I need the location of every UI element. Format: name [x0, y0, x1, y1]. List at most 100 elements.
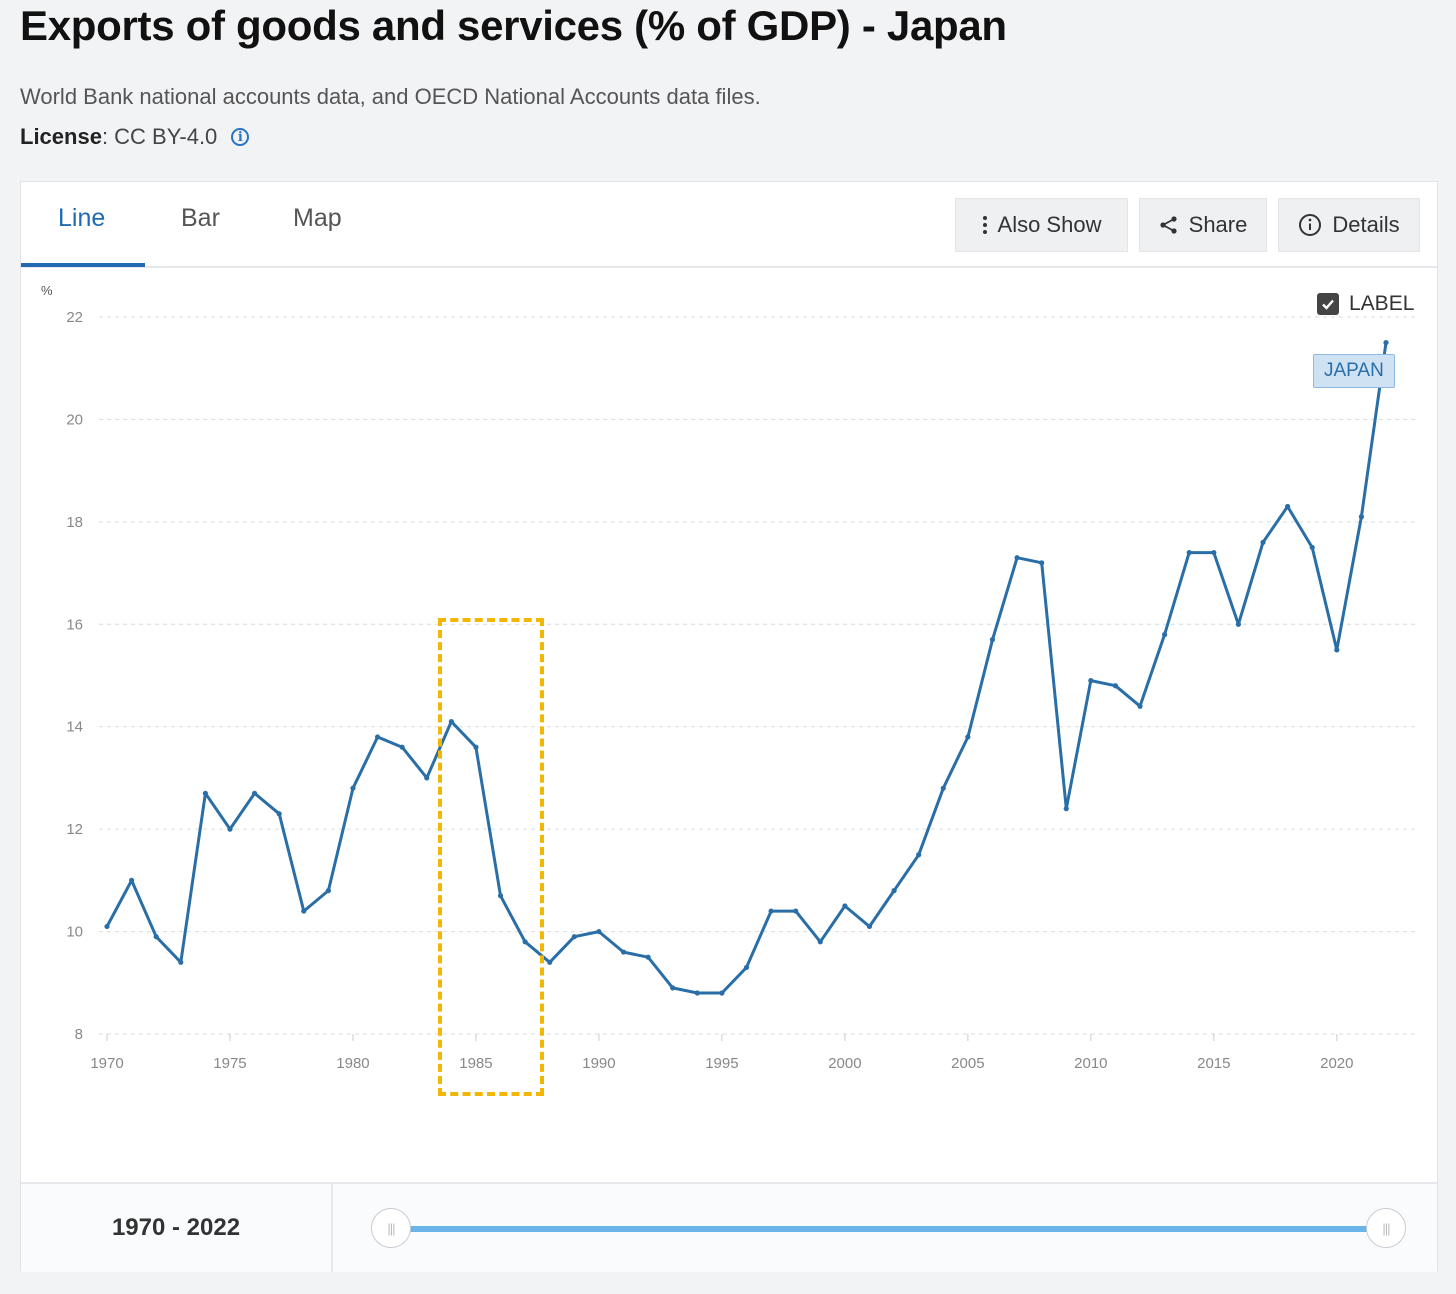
- data-point: [448, 718, 454, 725]
- data-point: [473, 744, 479, 750]
- y-tick-label: 16: [66, 616, 83, 633]
- data-point: [104, 923, 110, 930]
- data-point: [1039, 560, 1045, 566]
- also-show-label: Also Show: [997, 212, 1102, 237]
- share-button[interactable]: Share: [1139, 198, 1267, 252]
- data-point: [1334, 647, 1340, 653]
- y-tick-label: 12: [66, 821, 83, 838]
- x-tick-label: 2020: [1320, 1055, 1353, 1072]
- y-tick-label: 14: [66, 719, 83, 736]
- highlight-box: [438, 618, 544, 1096]
- x-tick-label: 1980: [336, 1055, 369, 1072]
- tab-bar[interactable]: Bar: [181, 204, 220, 232]
- also-show-button[interactable]: Also Show: [955, 198, 1128, 252]
- data-point: [817, 939, 823, 945]
- data-point: [694, 990, 700, 996]
- data-point: [153, 934, 159, 940]
- data-point: [1112, 683, 1119, 689]
- range-slider-start-handle[interactable]: |||: [371, 1208, 411, 1248]
- chart-card: Line Bar Map Also Show Share: [20, 181, 1438, 1272]
- data-point: [916, 852, 922, 858]
- data-point: [1285, 503, 1291, 510]
- data-point: [1383, 340, 1389, 346]
- data-point: [768, 908, 774, 914]
- data-point: [1235, 621, 1242, 627]
- data-point: [424, 775, 430, 781]
- tab-line[interactable]: Line: [58, 204, 106, 232]
- data-point: [620, 949, 627, 955]
- data-point: [276, 811, 282, 817]
- data-point: [645, 954, 651, 960]
- label-toggle-text: LABEL: [1349, 292, 1415, 315]
- data-point: [1211, 549, 1217, 556]
- data-point: [989, 637, 996, 643]
- label-toggle[interactable]: LABEL: [1317, 292, 1414, 316]
- data-point: [866, 923, 873, 930]
- range-footer: 1970 - 2022 ||| |||: [21, 1182, 1437, 1272]
- y-axis-unit: %: [41, 283, 53, 298]
- license-label: License: [20, 124, 102, 149]
- data-point: [596, 928, 602, 935]
- y-tick-label: 10: [66, 924, 83, 941]
- tab-map[interactable]: Map: [293, 204, 342, 232]
- data-point: [1186, 549, 1192, 556]
- x-tick-label: 2005: [951, 1055, 984, 1072]
- data-point: [350, 785, 356, 791]
- license-line: License : CC BY-4.0 i: [20, 124, 250, 150]
- data-point: [719, 990, 725, 996]
- source-text: World Bank national accounts data, and O…: [20, 84, 761, 109]
- data-point: [497, 893, 504, 899]
- y-tick-label: 22: [66, 309, 83, 326]
- x-tick-label: 1985: [459, 1055, 492, 1072]
- active-tab-indicator: [21, 263, 145, 267]
- x-tick-label: 2015: [1197, 1055, 1230, 1072]
- data-point: [128, 877, 135, 883]
- y-tick-label: 20: [66, 411, 83, 428]
- details-label: Details: [1332, 212, 1400, 237]
- data-point: [1260, 539, 1266, 545]
- y-tick-label: 18: [66, 514, 83, 531]
- series-label: JAPAN: [1313, 354, 1395, 388]
- x-tick-label: 1990: [582, 1055, 615, 1072]
- data-point: [793, 908, 799, 914]
- data-point: [374, 734, 381, 740]
- data-point: [178, 959, 184, 965]
- data-point: [522, 939, 528, 945]
- data-point: [251, 790, 258, 796]
- x-tick-label: 2000: [828, 1055, 861, 1072]
- page-title: Exports of goods and services (% of GDP)…: [20, 2, 1007, 49]
- data-point: [227, 826, 233, 832]
- range-slider-end-handle[interactable]: |||: [1366, 1208, 1406, 1248]
- share-icon: [1159, 215, 1179, 235]
- series-line-japan: [105, 342, 1388, 995]
- range-slider-track[interactable]: [391, 1226, 1387, 1232]
- y-tick-label: 8: [75, 1026, 83, 1043]
- license-value: : CC BY-4.0: [101, 124, 218, 149]
- data-point: [202, 790, 208, 796]
- x-tick-label: 1975: [213, 1055, 246, 1072]
- data-point: [547, 959, 553, 965]
- data-point: [571, 934, 577, 940]
- data-point: [891, 888, 897, 894]
- year-range: 1970 - 2022: [21, 1184, 333, 1272]
- x-tick-label: 2010: [1074, 1055, 1107, 1072]
- data-point: [670, 985, 676, 991]
- details-button[interactable]: Details: [1278, 198, 1420, 252]
- data-point: [1309, 544, 1315, 551]
- data-point: [940, 785, 946, 791]
- data-point: [1088, 678, 1094, 684]
- x-tick-label: 1970: [90, 1055, 123, 1072]
- share-label: Share: [1188, 212, 1248, 237]
- data-point: [1014, 555, 1020, 561]
- checkbox-checked-icon: [1317, 293, 1339, 315]
- data-point: [325, 888, 331, 894]
- data-point: [1063, 806, 1069, 812]
- data-point: [1162, 631, 1168, 638]
- data-point: [1358, 514, 1365, 520]
- line-chart: % 8 10 12 14 16 18 20 22 1970 1975 1980 1985 1990 1995…: [41, 283, 1419, 1072]
- data-point: [399, 744, 405, 750]
- info-icon[interactable]: i: [231, 128, 250, 146]
- tabs-bar: Line Bar Map Also Show Share: [21, 182, 1437, 268]
- x-tick-label: 1995: [705, 1055, 738, 1072]
- info-icon: [1298, 213, 1322, 237]
